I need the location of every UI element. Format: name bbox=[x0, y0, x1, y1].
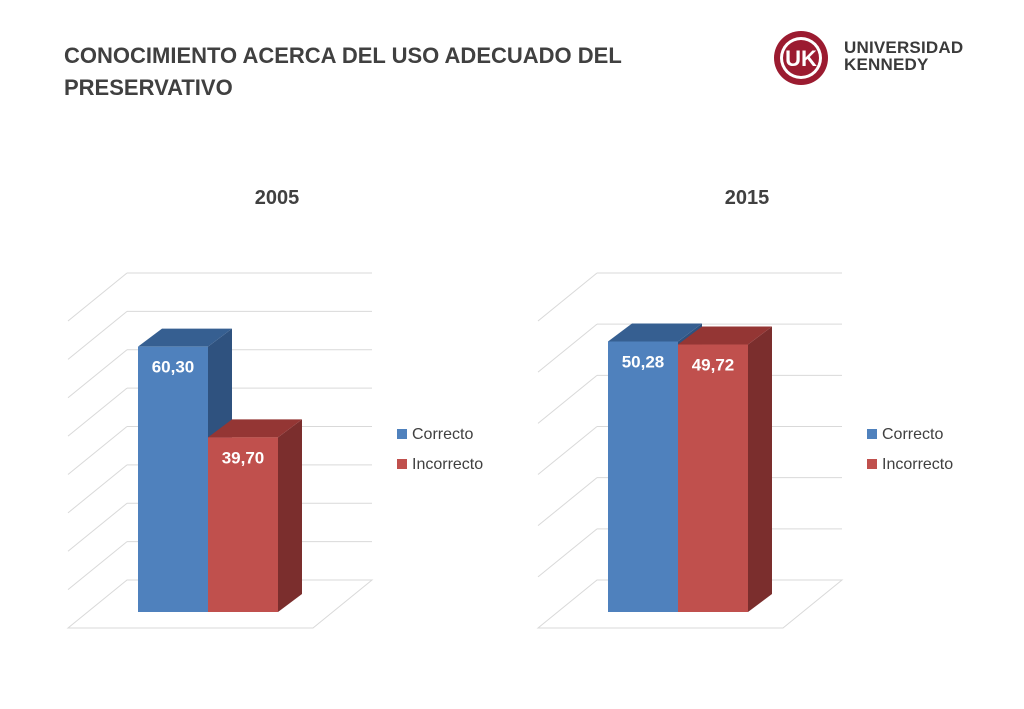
chart-title: 2005 bbox=[255, 187, 300, 209]
chart-title: 2015 bbox=[725, 187, 770, 209]
legend-swatch-incorrecto bbox=[397, 459, 407, 469]
data-label-correcto: 50,28 bbox=[622, 352, 665, 371]
legend-label-correcto: Correcto bbox=[412, 426, 473, 443]
data-label-incorrecto: 49,72 bbox=[692, 356, 735, 375]
bar-incorrecto-top bbox=[678, 326, 772, 345]
legend-swatch-correcto bbox=[397, 429, 407, 439]
gridline-side bbox=[537, 374, 598, 424]
legend-swatch-correcto bbox=[867, 429, 877, 439]
page-title-line-2: PRESERVATIVO bbox=[64, 75, 233, 100]
gridline-side bbox=[537, 528, 598, 578]
gridline-side bbox=[67, 464, 128, 514]
bar-correcto bbox=[608, 341, 678, 612]
uk-logo-mark-icon: UK bbox=[774, 31, 828, 85]
legend-label-correcto: Correcto bbox=[882, 426, 943, 443]
gridline-side bbox=[67, 272, 128, 322]
page-title: CONOCIMIENTO ACERCA DEL USO ADECUADO DEL… bbox=[64, 40, 664, 104]
logo-line-2: KENNEDY bbox=[844, 55, 929, 74]
page-title-line-1: CONOCIMIENTO ACERCA DEL USO ADECUADO DEL bbox=[64, 43, 622, 68]
legend-label-incorrecto: Incorrecto bbox=[882, 456, 953, 473]
chart-2015: 2015 50,28 49,72 Correcto Incorrecto bbox=[536, 187, 953, 629]
chart-2005: 2005 60,30 39,70 Correcto Incorrecto bbox=[66, 187, 483, 629]
logo-mark-text: UK bbox=[785, 46, 817, 71]
gridline-side bbox=[537, 477, 598, 527]
gridline-side bbox=[67, 426, 128, 475]
gridline-side bbox=[537, 323, 598, 373]
bar-correcto-top bbox=[608, 323, 702, 342]
university-logo: UK UNIVERSIDAD KENNEDY bbox=[772, 29, 972, 89]
gridline-side bbox=[67, 502, 128, 552]
bar-incorrecto bbox=[208, 437, 278, 612]
legend-swatch-incorrecto bbox=[867, 459, 877, 469]
chart-floor bbox=[536, 579, 844, 629]
bar-correcto bbox=[138, 346, 208, 612]
bar-incorrecto-top bbox=[208, 419, 302, 438]
bar-incorrecto-side bbox=[748, 326, 772, 612]
gridline-side bbox=[67, 349, 128, 399]
gridline-side bbox=[67, 310, 128, 360]
gridline-side bbox=[67, 541, 128, 591]
legend-label-incorrecto: Incorrecto bbox=[412, 456, 483, 473]
chart-floor bbox=[66, 579, 374, 629]
bar-incorrecto-side bbox=[278, 419, 302, 612]
gridline-side bbox=[537, 272, 598, 322]
data-label-correcto: 60,30 bbox=[152, 358, 195, 377]
logo-line-1: UNIVERSIDAD bbox=[844, 38, 964, 57]
gridline-side bbox=[67, 387, 128, 437]
bar-incorrecto bbox=[678, 344, 748, 612]
data-label-incorrecto: 39,70 bbox=[222, 448, 265, 467]
bar-correcto-top bbox=[138, 328, 232, 347]
gridline-side bbox=[537, 426, 598, 475]
